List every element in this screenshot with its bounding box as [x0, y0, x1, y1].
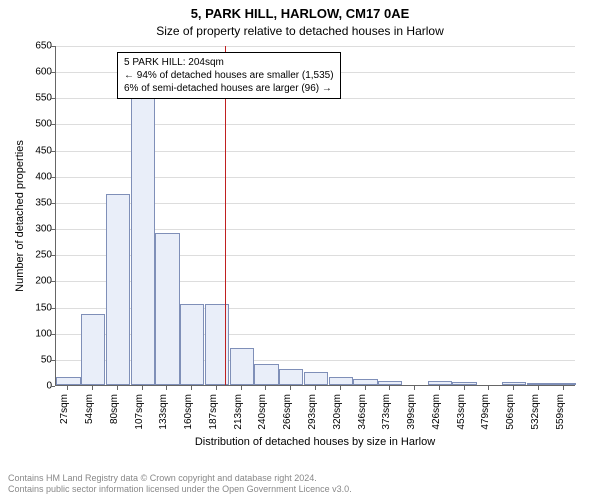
y-tick-mark — [51, 334, 55, 335]
footer-line: Contains HM Land Registry data © Crown c… — [8, 473, 352, 485]
x-tick-mark — [241, 386, 242, 390]
x-tick-mark — [488, 386, 489, 390]
y-tick-label: 150 — [12, 302, 52, 313]
y-tick-label: 400 — [12, 171, 52, 182]
y-tick-label: 300 — [12, 224, 52, 235]
histogram-bar — [452, 382, 476, 385]
y-tick-mark — [51, 255, 55, 256]
histogram-bar — [551, 383, 575, 385]
x-tick-mark — [117, 386, 118, 390]
y-tick-mark — [51, 151, 55, 152]
histogram-bar — [279, 369, 303, 385]
y-tick-label: 600 — [12, 67, 52, 78]
y-tick-mark — [51, 308, 55, 309]
annotation-line: 5 PARK HILL: 204sqm — [124, 56, 334, 69]
histogram-bar — [180, 304, 204, 385]
y-tick-mark — [51, 281, 55, 282]
x-tick-mark — [67, 386, 68, 390]
x-tick-mark — [315, 386, 316, 390]
y-tick-mark — [51, 229, 55, 230]
y-tick-label: 0 — [12, 381, 52, 392]
x-tick-mark — [142, 386, 143, 390]
x-tick-mark — [464, 386, 465, 390]
histogram-bar — [155, 233, 179, 385]
histogram-bar — [428, 381, 452, 385]
histogram-bar — [56, 377, 80, 385]
x-tick-mark — [365, 386, 366, 390]
y-tick-label: 50 — [12, 354, 52, 365]
y-tick-mark — [51, 386, 55, 387]
y-tick-label: 550 — [12, 93, 52, 104]
y-tick-label: 650 — [12, 41, 52, 52]
y-tick-label: 100 — [12, 328, 52, 339]
x-tick-mark — [439, 386, 440, 390]
y-tick-mark — [51, 177, 55, 178]
histogram-bar — [304, 372, 328, 385]
y-tick-label: 250 — [12, 250, 52, 261]
chart-container: 5, PARK HILL, HARLOW, CM17 0AE Size of p… — [0, 0, 600, 500]
x-tick-mark — [265, 386, 266, 390]
x-axis-title: Distribution of detached houses by size … — [55, 436, 575, 448]
chart-subtitle: Size of property relative to detached ho… — [0, 24, 600, 38]
x-tick-mark — [191, 386, 192, 390]
histogram-bar — [131, 97, 155, 385]
grid-line — [56, 46, 575, 47]
histogram-bar — [81, 314, 105, 385]
y-tick-mark — [51, 46, 55, 47]
x-tick-mark — [340, 386, 341, 390]
histogram-bar — [502, 382, 526, 385]
footer-attribution: Contains HM Land Registry data © Crown c… — [8, 473, 352, 496]
annotation-line: ← 94% of detached houses are smaller (1,… — [124, 69, 334, 82]
histogram-bar — [378, 381, 402, 385]
y-tick-label: 200 — [12, 276, 52, 287]
histogram-bar — [106, 194, 130, 385]
histogram-bar — [353, 379, 377, 385]
y-tick-label: 450 — [12, 145, 52, 156]
x-tick-mark — [389, 386, 390, 390]
y-tick-mark — [51, 360, 55, 361]
x-tick-mark — [414, 386, 415, 390]
histogram-bar — [230, 348, 254, 385]
y-tick-mark — [51, 98, 55, 99]
footer-line: Contains public sector information licen… — [8, 484, 352, 496]
histogram-bar — [254, 364, 278, 385]
y-tick-label: 350 — [12, 197, 52, 208]
x-tick-mark — [290, 386, 291, 390]
y-tick-mark — [51, 72, 55, 73]
annotation-box: 5 PARK HILL: 204sqm ← 94% of detached ho… — [117, 52, 341, 99]
histogram-bar — [527, 383, 551, 385]
histogram-bar — [329, 377, 353, 385]
y-tick-mark — [51, 124, 55, 125]
x-tick-mark — [563, 386, 564, 390]
chart-title: 5, PARK HILL, HARLOW, CM17 0AE — [0, 6, 600, 21]
x-tick-mark — [92, 386, 93, 390]
x-tick-mark — [216, 386, 217, 390]
y-tick-mark — [51, 203, 55, 204]
x-tick-mark — [513, 386, 514, 390]
annotation-line: 6% of semi-detached houses are larger (9… — [124, 82, 334, 95]
x-tick-mark — [538, 386, 539, 390]
y-tick-label: 500 — [12, 119, 52, 130]
x-tick-mark — [166, 386, 167, 390]
